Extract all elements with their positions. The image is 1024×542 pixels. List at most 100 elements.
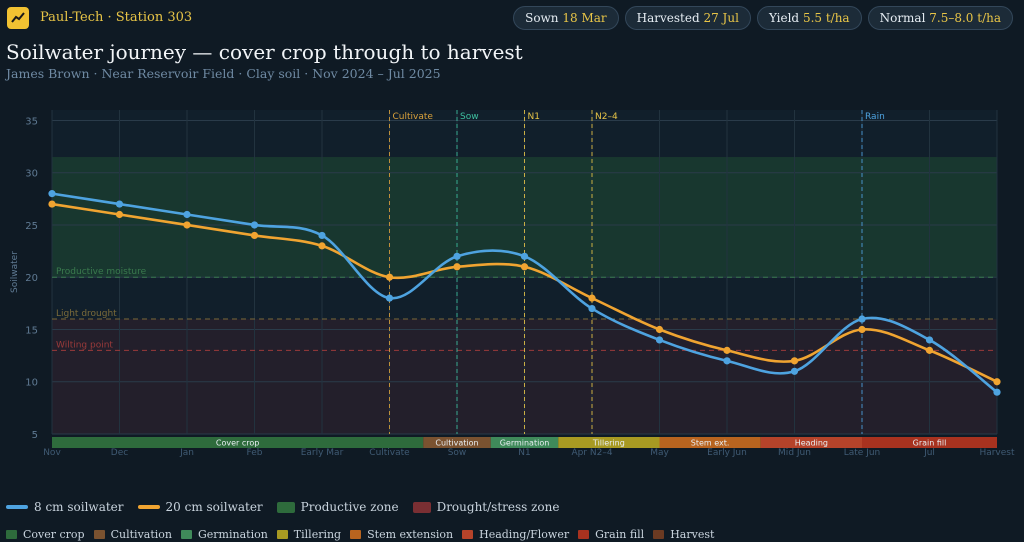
legend-item-8cm[interactable]: 8 cm soilwater xyxy=(6,500,124,514)
stage-bar-label: Tillering xyxy=(592,439,625,448)
stage-bar-segment xyxy=(490,437,559,448)
y-tick-label: 15 xyxy=(25,325,38,336)
x-tick-label: Jan xyxy=(179,448,194,458)
x-tick-label: Feb xyxy=(247,448,263,458)
data-point-20cm xyxy=(115,210,124,219)
event-label: N1 xyxy=(528,112,540,122)
y-tick-label: 25 xyxy=(25,221,38,232)
stage-legend-harvest[interactable]: Harvest xyxy=(653,528,714,541)
data-point-20cm xyxy=(250,231,259,240)
data-point-20cm xyxy=(183,221,191,229)
event-label: Rain xyxy=(865,112,885,122)
yield-pill: Yield 5.5 t/ha xyxy=(756,6,862,30)
stage-bar-segment xyxy=(760,437,862,448)
data-point-8cm xyxy=(588,304,596,313)
x-tick-label: Cultivate xyxy=(369,448,410,458)
data-point-20cm xyxy=(588,294,596,302)
stage-bar-segment xyxy=(423,437,491,448)
y-tick-label: 35 xyxy=(25,116,38,127)
legend-item-productive[interactable]: Productive zone xyxy=(276,500,399,514)
stage-bar-segment xyxy=(558,437,660,448)
event-label: Cultivate xyxy=(393,112,434,122)
y-tick-label: 30 xyxy=(25,169,38,180)
stage-legend-cultivation[interactable]: Cultivation xyxy=(93,528,172,541)
y-tick-label: 20 xyxy=(25,273,38,284)
data-point-8cm xyxy=(655,336,664,344)
x-tick-label: Apr N2–4 xyxy=(571,448,612,458)
sown-pill: Sown 18 Mar xyxy=(513,6,619,30)
stage-legend: Cover crop Cultivation Germination Tille… xyxy=(6,528,714,541)
zone-label: Productive moisture xyxy=(56,267,147,277)
x-tick-label: Sow xyxy=(448,448,467,458)
x-tick-label: Nov xyxy=(43,448,61,458)
data-point-8cm xyxy=(453,252,461,260)
data-point-8cm xyxy=(318,231,326,240)
x-tick-label: Early Jun xyxy=(707,448,747,458)
stage-legend-grain-fill[interactable]: Grain fill xyxy=(578,528,644,541)
legend-item-drought[interactable]: Drought/stress zone xyxy=(412,500,560,514)
stage-legend-stem-extension[interactable]: Stem extension xyxy=(350,528,453,541)
y-tick-label: 10 xyxy=(25,378,38,389)
stage-bar-label: Germination xyxy=(500,439,550,448)
zone-label: Wilting point xyxy=(56,340,113,350)
x-tick-label: Jul xyxy=(923,448,935,458)
normal-yield-pill: Normal 7.5–8.0 t/ha xyxy=(867,6,1013,30)
event-label: Sow xyxy=(460,112,479,122)
data-point-8cm xyxy=(115,200,124,208)
stage-bar-label: Heading xyxy=(795,439,828,448)
data-point-20cm xyxy=(318,242,326,250)
data-point-20cm xyxy=(993,378,1001,386)
stage-legend-germination[interactable]: Germination xyxy=(181,528,268,541)
stage-legend-cover-crop[interactable]: Cover crop xyxy=(6,528,85,541)
stage-legend-heading[interactable]: Heading/Flower xyxy=(462,528,569,541)
data-point-20cm xyxy=(385,273,394,281)
stage-legend-tillering[interactable]: Tillering xyxy=(276,528,341,541)
soilwater-chart: 5 10 15 20 25 30 35 Soilwater Productive moistur… xyxy=(10,110,1015,458)
summary-pills: Sown 18 Mar Harvested 27 Jul Yield 5.5 t… xyxy=(513,6,1013,30)
data-point-20cm xyxy=(453,263,461,271)
data-point-20cm xyxy=(48,200,56,208)
x-tick-label: Dec xyxy=(111,448,128,458)
stage-bar-label: Cultivation xyxy=(435,439,478,448)
zone-label: Light drought xyxy=(56,309,117,319)
x-tick-label: Mid Jun xyxy=(778,448,811,458)
top-bar: Paul-Tech · Station 303 Sown 18 Mar Harv… xyxy=(0,0,1024,36)
trend-chart-icon[interactable] xyxy=(7,7,29,29)
data-point-8cm xyxy=(520,252,529,260)
data-point-8cm xyxy=(723,357,731,365)
stage-bar-label: Stem ext. xyxy=(691,439,730,448)
data-point-8cm xyxy=(385,294,394,302)
series-legend: 8 cm soilwater 20 cm soilwater Productiv… xyxy=(6,500,560,514)
data-point-8cm xyxy=(183,210,191,219)
data-point-8cm xyxy=(48,190,56,198)
stage-bar-label: Cover crop xyxy=(216,439,259,448)
page-title: Soilwater journey — cover crop through t… xyxy=(6,40,523,64)
data-point-8cm xyxy=(250,221,259,229)
stage-bar-segment xyxy=(52,437,424,448)
data-point-8cm xyxy=(925,336,934,344)
event-label: N2–4 xyxy=(595,112,618,122)
page-subtitle: James Brown · Near Reservoir Field · Cla… xyxy=(6,66,441,81)
data-point-20cm xyxy=(520,263,529,271)
stage-bar-segment xyxy=(659,437,761,448)
stage-bar-label: Grain fill xyxy=(913,439,947,448)
data-point-20cm xyxy=(925,346,934,354)
stage-bar-segment xyxy=(862,437,997,448)
data-point-20cm xyxy=(790,357,799,365)
x-tick-label: Late Jun xyxy=(844,448,881,458)
data-point-20cm xyxy=(723,346,731,354)
data-point-20cm xyxy=(858,325,866,334)
data-point-8cm xyxy=(790,367,799,375)
x-tick-label: Harvest xyxy=(979,448,1015,458)
y-axis-label: Soilwater xyxy=(10,251,20,293)
x-tick-label: N1 xyxy=(518,448,530,458)
data-point-8cm xyxy=(993,388,1001,396)
brand-title: Paul-Tech · Station 303 xyxy=(40,10,193,25)
data-point-8cm xyxy=(858,315,866,323)
legend-item-20cm[interactable]: 20 cm soilwater xyxy=(137,500,263,514)
x-tick-label: Early Mar xyxy=(301,448,344,458)
y-tick-label: 5 xyxy=(32,430,38,441)
harvested-pill: Harvested 27 Jul xyxy=(624,6,751,30)
x-tick-label: May xyxy=(650,448,669,458)
data-point-20cm xyxy=(655,325,664,334)
